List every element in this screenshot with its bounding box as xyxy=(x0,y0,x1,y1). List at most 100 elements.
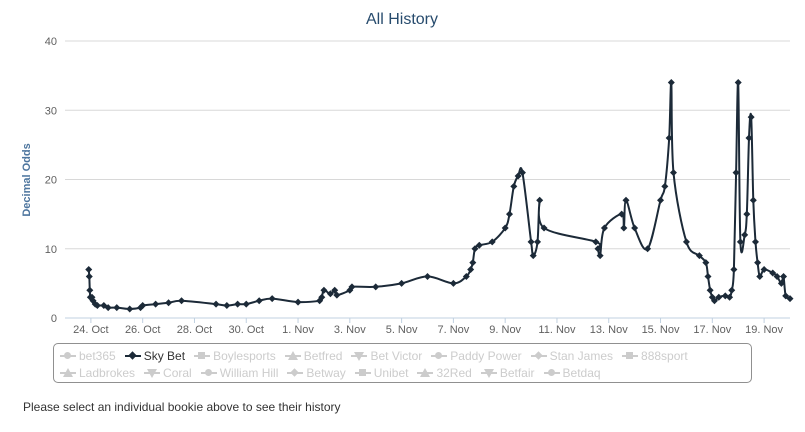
data-point[interactable] xyxy=(331,286,339,294)
data-point[interactable] xyxy=(782,292,790,300)
data-point[interactable] xyxy=(93,302,101,310)
series-line[interactable] xyxy=(87,80,791,311)
data-point[interactable] xyxy=(294,298,302,306)
legend-item-betfair[interactable]: Betfair xyxy=(480,365,535,381)
legend-item-betfred[interactable]: Betfred xyxy=(284,348,342,364)
data-point[interactable] xyxy=(594,245,602,253)
series-sky-bet[interactable] xyxy=(85,79,794,313)
data-point[interactable] xyxy=(178,297,186,305)
data-point[interactable] xyxy=(540,224,548,232)
data-point[interactable] xyxy=(126,305,134,313)
data-point[interactable] xyxy=(165,299,173,307)
legend-item-888sport[interactable]: 888sport xyxy=(622,348,688,364)
data-point[interactable] xyxy=(592,238,600,246)
data-point[interactable] xyxy=(534,238,542,246)
legend-item-bet-victor[interactable]: Bet Victor xyxy=(351,348,422,364)
legend-item-betdaq[interactable]: Betdaq xyxy=(543,365,601,381)
legend-item-paddy-power[interactable]: Paddy Power xyxy=(431,348,522,364)
data-point[interactable] xyxy=(475,241,483,249)
data-point[interactable] xyxy=(152,300,160,308)
data-point[interactable] xyxy=(424,272,431,280)
data-point[interactable] xyxy=(734,79,742,87)
data-point[interactable] xyxy=(622,196,630,204)
data-point[interactable] xyxy=(510,182,518,190)
data-point[interactable] xyxy=(657,196,665,204)
data-point[interactable] xyxy=(242,300,250,308)
data-point[interactable] xyxy=(669,169,677,177)
legend-item-boylesports[interactable]: Boylesports xyxy=(194,348,276,364)
data-point[interactable] xyxy=(777,279,785,287)
legend-item-betway[interactable]: Betway xyxy=(287,365,346,381)
data-point[interactable] xyxy=(745,134,753,142)
data-point[interactable] xyxy=(695,252,703,260)
data-point[interactable] xyxy=(756,272,764,280)
data-point[interactable] xyxy=(505,210,513,218)
legend-item-bet365[interactable]: bet365 xyxy=(60,348,116,364)
data-point[interactable] xyxy=(268,295,276,303)
legend-item-coral[interactable]: Coral xyxy=(144,365,192,381)
legend-item-32red[interactable]: 32Red xyxy=(417,365,472,381)
data-point[interactable] xyxy=(471,245,479,253)
data-point[interactable] xyxy=(736,238,744,246)
data-point[interactable] xyxy=(732,169,740,177)
data-point[interactable] xyxy=(234,300,242,308)
data-point[interactable] xyxy=(726,293,734,301)
data-point[interactable] xyxy=(104,304,112,312)
data-point[interactable] xyxy=(529,252,537,260)
legend-item-ladbrokes[interactable]: Ladbrokes xyxy=(60,365,135,381)
data-point[interactable] xyxy=(527,238,535,246)
data-point[interactable] xyxy=(462,272,470,280)
data-point[interactable] xyxy=(618,210,626,218)
data-point[interactable] xyxy=(702,259,710,267)
data-point[interactable] xyxy=(348,283,356,291)
data-point[interactable] xyxy=(741,231,749,239)
data-point[interactable] xyxy=(467,266,475,274)
data-point[interactable] xyxy=(223,302,231,310)
data-point[interactable] xyxy=(773,272,781,280)
data-point[interactable] xyxy=(682,238,690,246)
data-point[interactable] xyxy=(661,182,669,190)
data-point[interactable] xyxy=(631,224,639,232)
data-point[interactable] xyxy=(536,196,544,204)
data-point[interactable] xyxy=(333,291,341,299)
data-point[interactable] xyxy=(139,302,147,310)
data-point[interactable] xyxy=(751,238,759,246)
data-point[interactable] xyxy=(620,224,628,232)
data-point[interactable] xyxy=(743,210,751,218)
data-point[interactable] xyxy=(501,224,509,232)
data-point[interactable] xyxy=(212,300,220,308)
data-point[interactable] xyxy=(730,266,738,274)
data-point[interactable] xyxy=(728,286,736,294)
data-point[interactable] xyxy=(600,224,608,232)
legend-item-stan-james[interactable]: Stan James xyxy=(530,348,613,364)
data-point[interactable] xyxy=(514,172,522,180)
data-point[interactable] xyxy=(86,286,94,294)
data-point[interactable] xyxy=(754,259,762,267)
legend-item-sky-bet[interactable]: Sky Bet xyxy=(124,348,185,364)
data-point[interactable] xyxy=(488,238,496,246)
data-point[interactable] xyxy=(644,245,652,253)
data-point[interactable] xyxy=(749,196,757,204)
data-point[interactable] xyxy=(596,252,604,260)
data-point[interactable] xyxy=(113,304,121,312)
data-point[interactable] xyxy=(667,79,675,87)
data-point[interactable] xyxy=(318,293,326,301)
data-point[interactable] xyxy=(704,272,712,280)
data-point[interactable] xyxy=(398,279,406,287)
data-point[interactable] xyxy=(760,266,768,274)
data-point[interactable] xyxy=(449,279,457,287)
data-point[interactable] xyxy=(786,295,794,303)
data-point[interactable] xyxy=(469,259,477,267)
data-point[interactable] xyxy=(320,286,328,294)
data-point[interactable] xyxy=(518,169,526,177)
legend-item-unibet[interactable]: Unibet xyxy=(354,365,408,381)
data-point[interactable] xyxy=(715,293,723,301)
legend-item-william-hill[interactable]: William Hill xyxy=(200,365,278,381)
data-point[interactable] xyxy=(769,269,777,277)
data-point[interactable] xyxy=(780,272,788,280)
data-point[interactable] xyxy=(710,297,718,305)
data-point[interactable] xyxy=(255,297,263,305)
data-point[interactable] xyxy=(747,113,755,121)
data-point[interactable] xyxy=(665,134,673,142)
data-point[interactable] xyxy=(85,266,93,274)
